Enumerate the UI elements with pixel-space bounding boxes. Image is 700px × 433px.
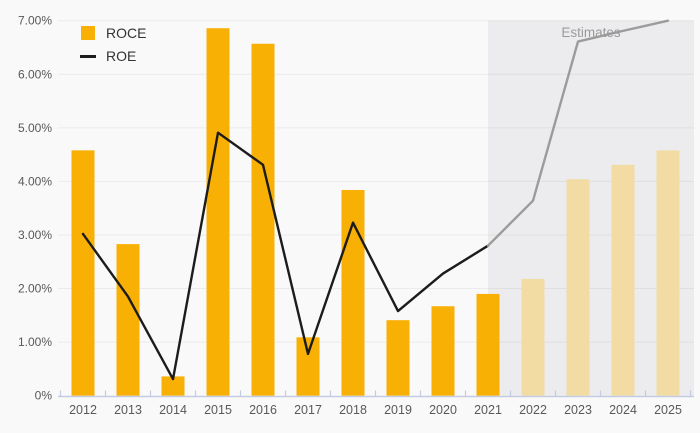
legend: ROCE ROE <box>78 25 146 64</box>
roe-line-estimate[interactable] <box>486 19 670 247</box>
y-tick-label-1.00%: 1.00% <box>18 335 52 349</box>
roce-bar-2023[interactable] <box>566 179 590 396</box>
x-tick-label-2022: 2022 <box>519 403 547 417</box>
x-tick-label-2024: 2024 <box>609 403 637 417</box>
x-tick-label-2018: 2018 <box>339 403 367 417</box>
roe-line-swatch-icon <box>78 54 98 58</box>
x-tick-label-2015: 2015 <box>204 403 232 417</box>
x-tick-label-2023: 2023 <box>564 403 592 417</box>
y-tick-label-5.00%: 5.00% <box>18 121 52 135</box>
y-tick-label-6.00%: 6.00% <box>18 67 52 81</box>
roce-bar-2020[interactable] <box>431 306 455 396</box>
y-tick-label-4.00%: 4.00% <box>18 174 52 188</box>
roe-line-actual[interactable] <box>81 131 490 381</box>
x-tick-label-2019: 2019 <box>384 403 412 417</box>
roce-bar-2021[interactable] <box>476 293 500 396</box>
roce-bar-2015[interactable] <box>206 28 230 396</box>
y-tick-label-2.00%: 2.00% <box>18 282 52 296</box>
roce-bar-2024[interactable] <box>611 164 635 396</box>
roce-bar-2025[interactable] <box>656 150 680 396</box>
y-tick-label-0%: 0% <box>35 389 53 403</box>
y-tick-label-7.00%: 7.00% <box>18 14 52 28</box>
x-tick-label-2012: 2012 <box>69 403 97 417</box>
x-tick-label-2014: 2014 <box>159 403 187 417</box>
x-tick-label-2016: 2016 <box>249 403 277 417</box>
roce-bar-2018[interactable] <box>341 189 365 396</box>
roce-bar-2012[interactable] <box>71 150 95 396</box>
roce-bar-swatch-icon <box>78 26 98 40</box>
roce-bar-2017[interactable] <box>296 337 320 396</box>
x-tick-label-2025: 2025 <box>654 403 682 417</box>
roce-bar-2019[interactable] <box>386 320 410 396</box>
legend-label-roe: ROE <box>106 48 137 64</box>
roce-bar-2013[interactable] <box>116 244 140 396</box>
legend-item-roce[interactable]: ROCE <box>78 25 146 41</box>
x-tick-label-2020: 2020 <box>429 403 457 417</box>
x-tick-label-2017: 2017 <box>294 403 322 417</box>
roce-bar-2014[interactable] <box>161 376 185 396</box>
legend-item-roe[interactable]: ROE <box>78 48 146 64</box>
roce-bar-2022[interactable] <box>521 278 545 396</box>
legend-label-roce: ROCE <box>106 25 147 41</box>
x-tick-label-2013: 2013 <box>114 403 142 417</box>
roce-bar-2016[interactable] <box>251 43 275 396</box>
x-tick-label-2021: 2021 <box>474 403 502 417</box>
y-tick-label-3.00%: 3.00% <box>18 228 52 242</box>
